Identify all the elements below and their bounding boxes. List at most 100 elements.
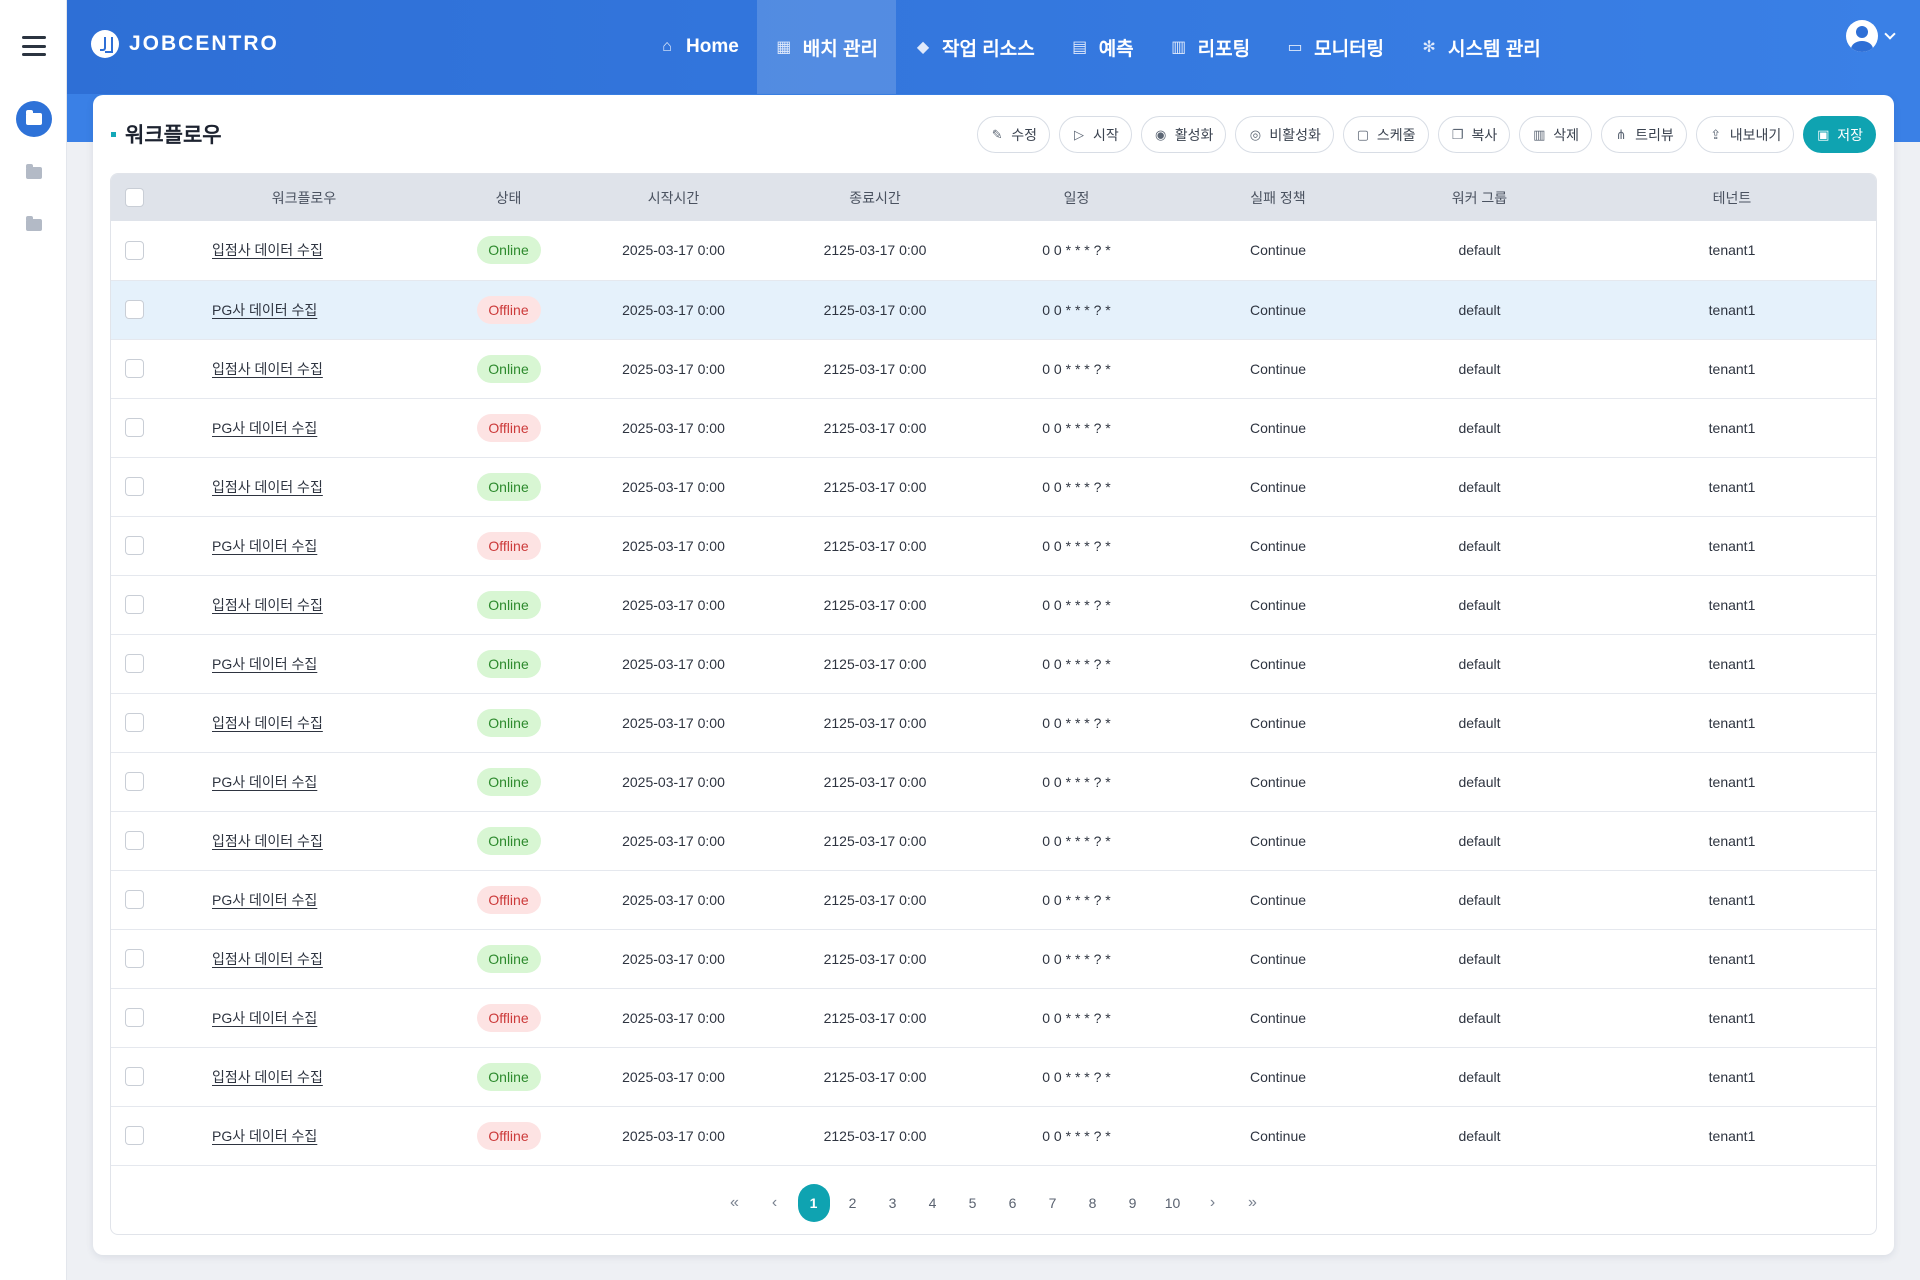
- row-checkbox[interactable]: [125, 359, 144, 378]
- nav-item-4[interactable]: ▥ 리포팅: [1152, 0, 1268, 94]
- workflow-name-link[interactable]: PG사 데이터 수집: [212, 891, 318, 908]
- failure-policy-cell: Continue: [1249, 478, 1307, 495]
- workflow-name-link[interactable]: PG사 데이터 수집: [212, 1009, 318, 1026]
- row-checkbox[interactable]: [125, 1067, 144, 1086]
- row-checkbox[interactable]: [125, 772, 144, 791]
- workflow-name-link[interactable]: 입점사 데이터 수집: [212, 596, 323, 613]
- toolbar-button-5[interactable]: ❐ 복사: [1437, 116, 1511, 153]
- page-button-2[interactable]: 2: [848, 1195, 857, 1211]
- table-row[interactable]: 입점사 데이터 수집 Online 2025-03-17 0:00 2125-03-1…: [111, 457, 1876, 516]
- nav-item-2[interactable]: ◆ 작업 리소스: [896, 0, 1053, 94]
- nav-item-5[interactable]: ▭ 모니터링: [1268, 0, 1402, 94]
- workflow-name-link[interactable]: 입점사 데이터 수집: [212, 478, 323, 495]
- page-button-10[interactable]: 10: [1164, 1195, 1181, 1211]
- rail-folder-button[interactable]: [16, 155, 52, 191]
- workflow-name-link[interactable]: 입점사 데이터 수집: [212, 360, 323, 377]
- toolbar-button-0[interactable]: ✎ 수정: [977, 116, 1050, 153]
- rail-folder-button[interactable]: [16, 207, 52, 243]
- workflow-name-link[interactable]: 입점사 데이터 수집: [212, 1068, 323, 1085]
- page-button-1[interactable]: 1: [797, 1184, 830, 1222]
- workflow-name-link[interactable]: 입점사 데이터 수집: [212, 242, 323, 259]
- column-header[interactable]: 워커 그룹: [1451, 189, 1508, 206]
- page-button-9[interactable]: 9: [1128, 1195, 1137, 1211]
- row-checkbox[interactable]: [125, 300, 144, 319]
- toolbar-button-3[interactable]: ◎ 비활성화: [1235, 116, 1334, 153]
- page-button-3[interactable]: 3: [888, 1195, 897, 1211]
- table-row[interactable]: 입점사 데이터 수집 Online 2025-03-17 0:00 2125-03-1…: [111, 339, 1876, 398]
- menu-icon[interactable]: [22, 36, 46, 56]
- table-row[interactable]: PG사 데이터 수집 Online 2025-03-17 0:00 2125-03-1…: [111, 752, 1876, 811]
- table-row[interactable]: PG사 데이터 수집 Offline 2025-03-17 0:00 2125-03-…: [111, 280, 1876, 339]
- next-page-icon[interactable]: ›: [1209, 1194, 1216, 1211]
- row-checkbox[interactable]: [125, 713, 144, 732]
- column-header[interactable]: 상태: [495, 189, 522, 206]
- user-menu[interactable]: [1846, 20, 1896, 52]
- toolbar-button-2[interactable]: ◉ 활성화: [1140, 116, 1227, 153]
- workflow-name-link[interactable]: PG사 데이터 수집: [212, 773, 318, 790]
- select-all-checkbox[interactable]: [125, 188, 144, 207]
- table-row[interactable]: PG사 데이터 수집 Offline 2025-03-17 0:00 2125-03-…: [111, 398, 1876, 457]
- nav-item-3[interactable]: ▤ 예측: [1053, 0, 1152, 94]
- start-time-cell: 2025-03-17 0:00: [622, 950, 725, 967]
- first-page-icon[interactable]: «: [730, 1194, 739, 1211]
- table-row[interactable]: PG사 데이터 수집 Offline 2025-03-17 0:00 2125-03-…: [111, 988, 1876, 1047]
- page-button-5[interactable]: 5: [968, 1195, 977, 1211]
- table-row[interactable]: 입점사 데이터 수집 Online 2025-03-17 0:00 2125-03-1…: [111, 221, 1876, 280]
- row-checkbox[interactable]: [125, 240, 144, 260]
- table-row[interactable]: 입점사 데이터 수집 Online 2025-03-17 0:00 2125-03-1…: [111, 811, 1876, 870]
- column-header[interactable]: 워크플로우: [271, 189, 337, 206]
- table-row[interactable]: PG사 데이터 수집 Offline 2025-03-17 0:00 2125-03-…: [111, 1106, 1876, 1165]
- workflow-name-link[interactable]: PG사 데이터 수집: [212, 301, 318, 318]
- workflow-name-link[interactable]: PG사 데이터 수집: [212, 419, 318, 436]
- row-checkbox[interactable]: [125, 595, 144, 614]
- workflow-name-link[interactable]: 입점사 데이터 수집: [212, 714, 323, 731]
- workflow-name-link[interactable]: 입점사 데이터 수집: [212, 950, 323, 967]
- nav-item-6[interactable]: ✻ 시스템 관리: [1402, 0, 1559, 94]
- row-checkbox[interactable]: [125, 477, 144, 496]
- page-button-8[interactable]: 8: [1088, 1195, 1097, 1211]
- nav-item-1[interactable]: ▦ 배치 관리: [756, 0, 896, 94]
- toolbar-button-9[interactable]: ▣ 저장: [1803, 116, 1876, 153]
- rail-folder-button-active[interactable]: [16, 101, 52, 137]
- workflow-name-link[interactable]: 입점사 데이터 수집: [212, 832, 323, 849]
- last-page-icon[interactable]: »: [1248, 1194, 1257, 1211]
- table-row[interactable]: 입점사 데이터 수집 Online 2025-03-17 0:00 2125-03-1…: [111, 693, 1876, 752]
- toolbar-button-1[interactable]: ▷ 시작: [1058, 116, 1132, 153]
- status-cell: Online: [450, 929, 567, 988]
- column-header[interactable]: 실패 정책: [1250, 189, 1306, 206]
- start-time-cell: 2025-03-17 0:00: [622, 773, 725, 790]
- table-row[interactable]: 입점사 데이터 수집 Online 2025-03-17 0:00 2125-03-1…: [111, 929, 1876, 988]
- status-cell: Online: [450, 575, 567, 634]
- row-checkbox[interactable]: [125, 1126, 144, 1145]
- column-header[interactable]: 테넌트: [1712, 189, 1752, 206]
- toolbar-button-8[interactable]: ⇪ 내보내기: [1695, 116, 1795, 153]
- app-logo[interactable]: JOBCENTRO: [91, 30, 279, 58]
- row-checkbox[interactable]: [125, 831, 144, 850]
- table-row[interactable]: 입점사 데이터 수집 Online 2025-03-17 0:00 2125-03-1…: [111, 575, 1876, 634]
- column-header[interactable]: 종료시간: [849, 189, 901, 206]
- toolbar-button-4[interactable]: ▢ 스케줄: [1342, 116, 1429, 153]
- page-button-6[interactable]: 6: [1008, 1195, 1017, 1211]
- row-checkbox[interactable]: [125, 1008, 144, 1027]
- row-checkbox[interactable]: [125, 949, 144, 968]
- row-checkbox[interactable]: [125, 418, 144, 437]
- workflow-name-link[interactable]: PG사 데이터 수집: [212, 537, 318, 554]
- workflow-name-link[interactable]: PG사 데이터 수집: [212, 1127, 318, 1144]
- table-row[interactable]: PG사 데이터 수집 Offline 2025-03-17 0:00 2125-03-…: [111, 516, 1876, 575]
- table-row[interactable]: PG사 데이터 수집 Online 2025-03-17 0:00 2125-03-1…: [111, 634, 1876, 693]
- table-row[interactable]: PG사 데이터 수집 Offline 2025-03-17 0:00 2125-03-…: [111, 870, 1876, 929]
- toolbar-button-7[interactable]: ⋔ 트리뷰: [1601, 116, 1687, 153]
- toolbar-button-6[interactable]: ▥ 삭제: [1519, 116, 1593, 153]
- row-checkbox[interactable]: [125, 654, 144, 673]
- workflow-name-link[interactable]: PG사 데이터 수집: [212, 655, 318, 672]
- prev-page-icon[interactable]: ‹: [771, 1194, 778, 1211]
- page-button-7[interactable]: 7: [1048, 1195, 1057, 1211]
- page-button-4[interactable]: 4: [928, 1195, 937, 1211]
- table-row[interactable]: 입점사 데이터 수집 Online 2025-03-17 0:00 2125-03-1…: [111, 1047, 1876, 1106]
- row-checkbox[interactable]: [125, 536, 144, 555]
- nav-item-0[interactable]: ⌂ Home: [640, 0, 757, 94]
- failure-policy-cell: Continue: [1249, 242, 1307, 259]
- column-header[interactable]: 시작시간: [647, 189, 700, 206]
- row-checkbox[interactable]: [125, 890, 144, 909]
- column-header[interactable]: 일정: [1063, 189, 1090, 206]
